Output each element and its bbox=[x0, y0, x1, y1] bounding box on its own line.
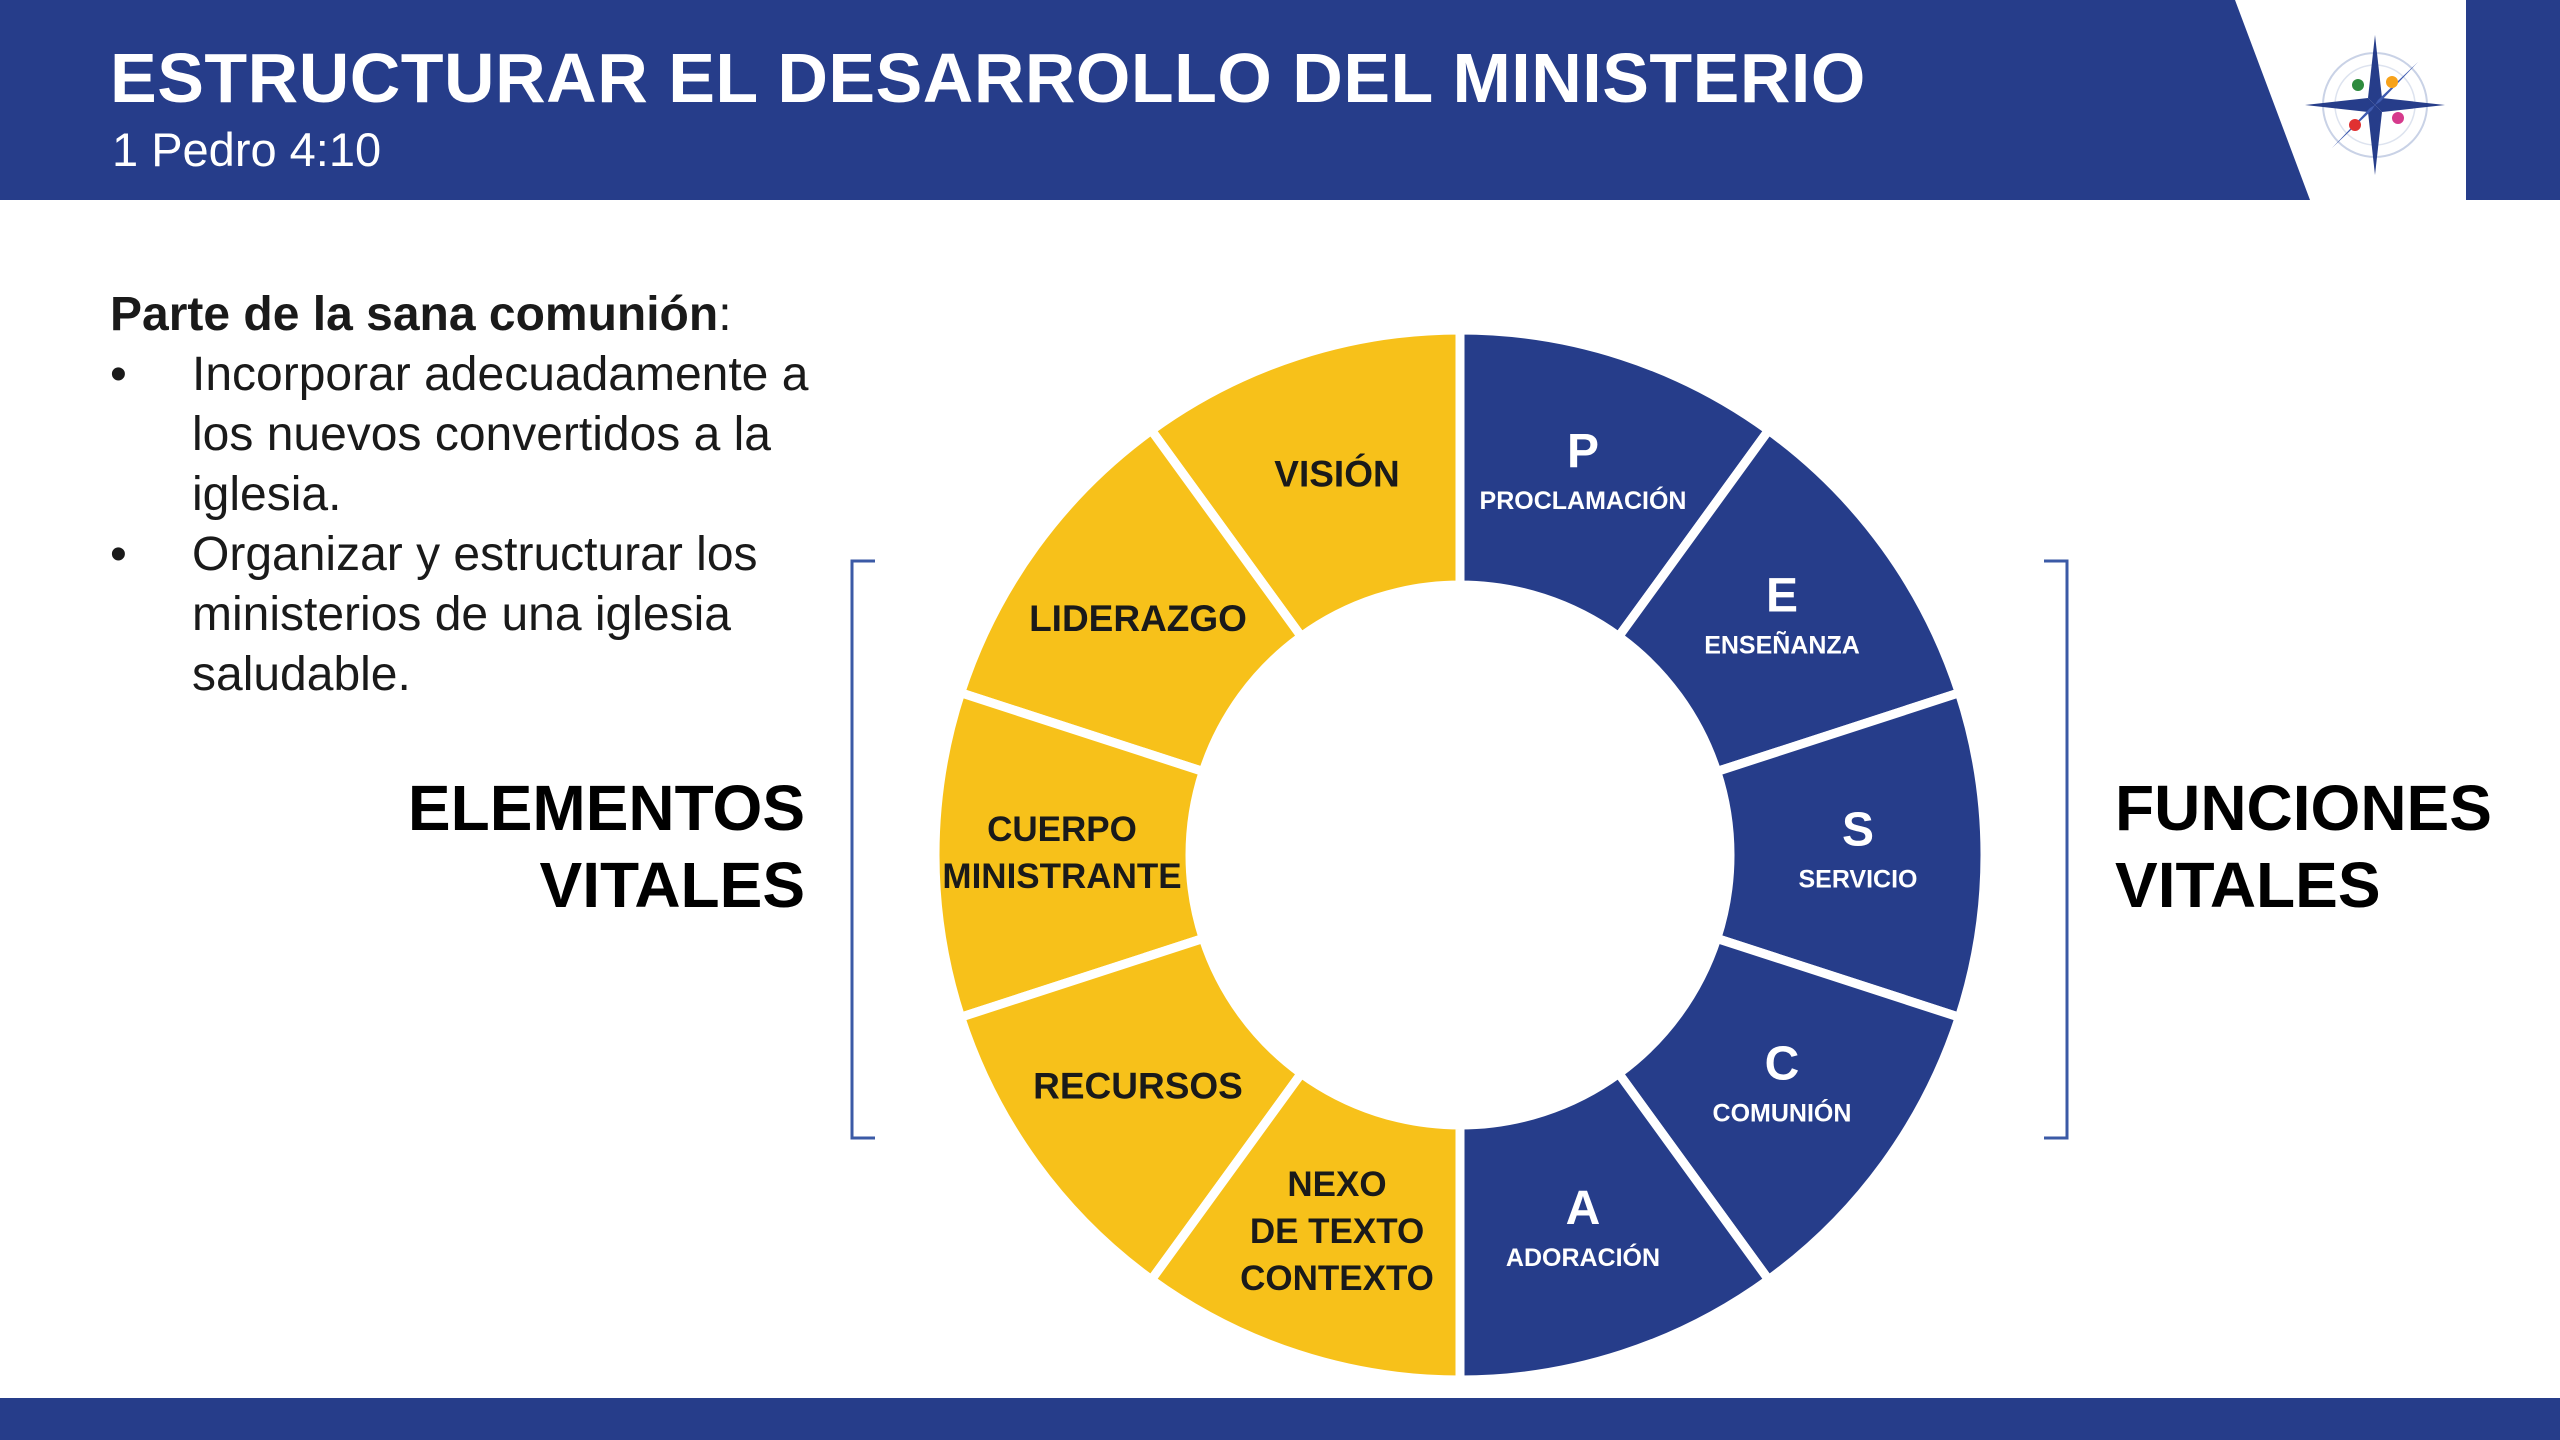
function-letter: E bbox=[1766, 570, 1798, 623]
element-label: CUERPO bbox=[987, 810, 1137, 849]
page-subtitle: 1 Pedro 4:10 bbox=[112, 123, 382, 176]
footer-bar bbox=[0, 1398, 2560, 1440]
function-label: PROCLAMACIÓN bbox=[1480, 485, 1687, 515]
wheel-labels: P PROCLAMACIÓN E ENSEÑANZA S SERVICIO C COMUNIÓ… bbox=[942, 425, 1917, 1298]
function-segment-servicio bbox=[1711, 687, 1990, 1023]
page-title: ESTRUCTURAR EL DESARROLLO DEL MINISTERIO bbox=[110, 39, 1866, 117]
element-label: LIDERAZGO bbox=[1029, 598, 1247, 639]
side-label-line: VITALES bbox=[2115, 849, 2381, 921]
bullet-marker: • bbox=[110, 528, 127, 581]
function-label: ENSEÑANZA bbox=[1704, 630, 1860, 660]
function-segment-comunión bbox=[1612, 932, 1965, 1287]
header-corner-block bbox=[2466, 0, 2560, 200]
element-label: VISIÓN bbox=[1274, 452, 1399, 494]
function-segment-proclamación bbox=[1455, 325, 1775, 643]
element-segment bbox=[1145, 325, 1465, 643]
element-label: MINISTRANTE bbox=[942, 857, 1181, 896]
element-segment bbox=[955, 932, 1308, 1287]
funciones-vitales-label: FUNCIONES VITALES bbox=[2115, 770, 2555, 924]
bullet-text: Organizar y estructurar los ministerios … bbox=[192, 528, 758, 701]
bullet-text: Incorporar adecuadamente a los nuevos co… bbox=[192, 348, 809, 521]
compass-logo bbox=[2305, 35, 2445, 175]
function-label: SERVICIO bbox=[1798, 866, 1917, 894]
wheel-segments bbox=[930, 325, 1990, 1385]
elementos-vitales-label: ELEMENTOS VITALES bbox=[360, 770, 805, 924]
function-letter: A bbox=[1566, 1182, 1601, 1235]
element-label: CONTEXTO bbox=[1240, 1259, 1434, 1298]
element-label: NEXO bbox=[1287, 1165, 1386, 1204]
intro-bullet-list: • Incorporar adecuadamente a los nuevos c… bbox=[110, 345, 870, 705]
function-letter: S bbox=[1842, 804, 1874, 857]
element-label: RECURSOS bbox=[1033, 1066, 1243, 1107]
side-label-line: VITALES bbox=[539, 849, 806, 921]
list-item: • Incorporar adecuadamente a los nuevos c… bbox=[110, 345, 870, 525]
function-letter: C bbox=[1765, 1038, 1800, 1091]
intro-heading-suffix: : bbox=[718, 288, 732, 341]
element-segment bbox=[930, 687, 1209, 1023]
function-segment-adoración bbox=[1455, 1067, 1775, 1385]
right-bracket bbox=[2044, 559, 2069, 1140]
bullet-marker: • bbox=[110, 348, 127, 401]
function-label: ADORACIÓN bbox=[1506, 1242, 1660, 1272]
intro-text: Parte de la sana comunión: • Incorporar a… bbox=[110, 285, 870, 705]
left-bracket bbox=[850, 559, 875, 1140]
function-label: COMUNIÓN bbox=[1713, 1098, 1852, 1128]
intro-heading-line: Parte de la sana comunión: bbox=[110, 285, 870, 345]
element-segment bbox=[955, 423, 1308, 778]
side-label-line: FUNCIONES bbox=[2115, 772, 2492, 844]
function-letter: P bbox=[1567, 425, 1599, 478]
side-label-line: ELEMENTOS bbox=[407, 772, 805, 844]
intro-heading: Parte de la sana comunión bbox=[110, 288, 719, 341]
header-banner bbox=[0, 0, 2310, 200]
element-label: DE TEXTO bbox=[1250, 1212, 1424, 1251]
element-segment bbox=[1145, 1067, 1465, 1385]
function-segment-enseñanza bbox=[1612, 423, 1965, 778]
list-item: • Organizar y estructurar los ministerios… bbox=[110, 525, 870, 705]
